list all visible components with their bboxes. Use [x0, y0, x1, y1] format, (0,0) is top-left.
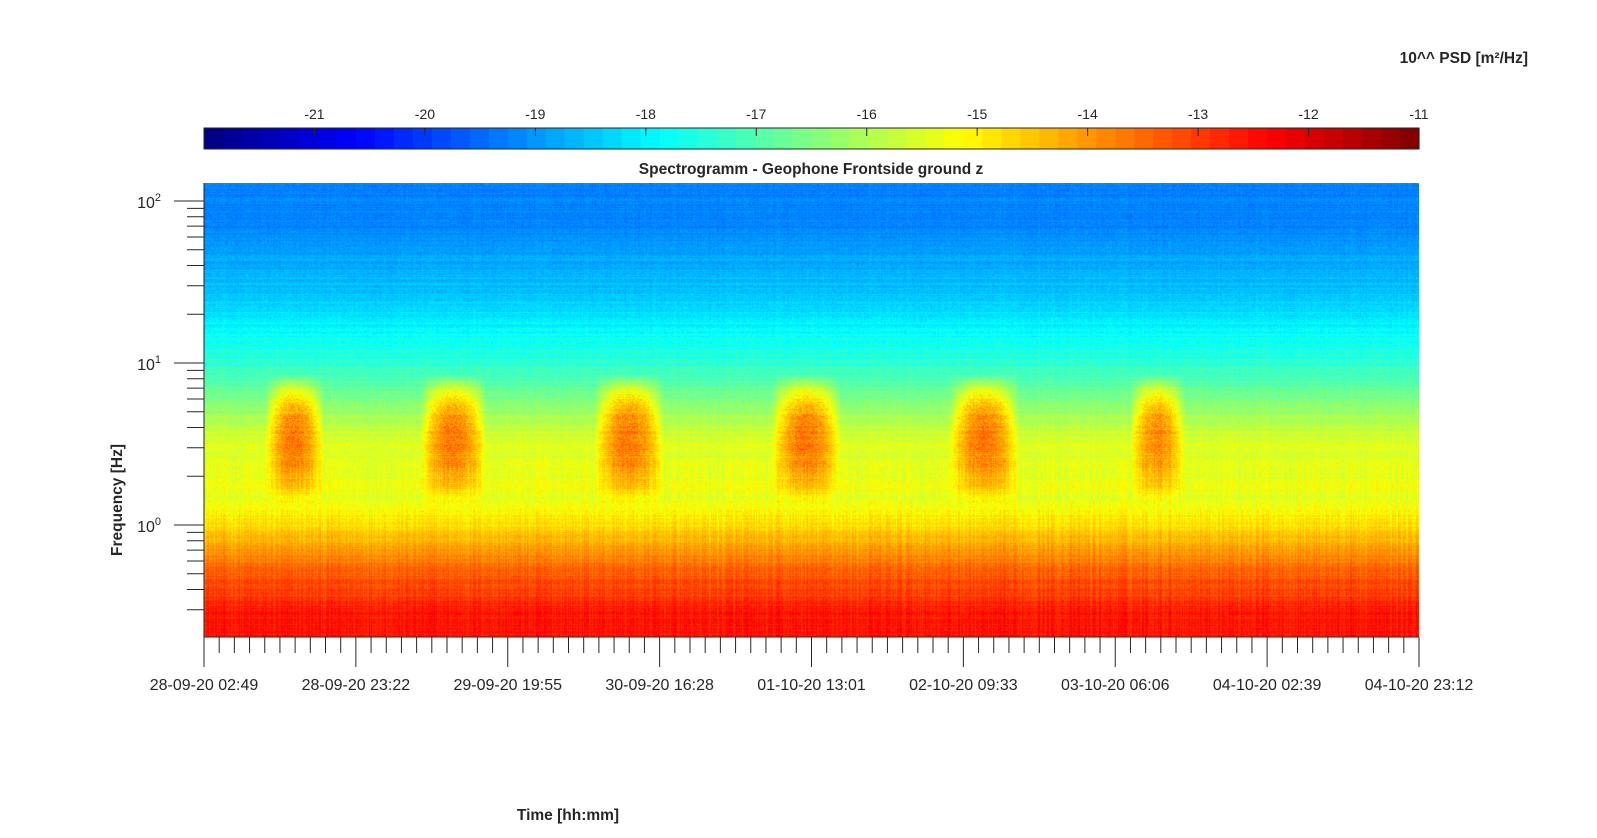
colorbar-swatch: [1248, 128, 1268, 149]
colorbar-swatch: [659, 128, 680, 149]
colorbar-swatch: [1020, 128, 1040, 149]
colorbar-tick-label: -15: [967, 106, 987, 122]
colorbar-tick-label: -12: [1298, 106, 1318, 122]
colorbar-swatch: [583, 128, 604, 149]
colorbar-swatch: [1305, 128, 1325, 149]
colorbar-swatch: [830, 128, 851, 149]
x-tick-label: 28-09-20 23:22: [302, 677, 411, 694]
x-tick-label: 03-10-20 06:06: [1061, 677, 1170, 694]
colorbar-swatch: [640, 128, 661, 149]
colorbar-swatch: [241, 128, 262, 149]
colorbar-swatch: [393, 128, 414, 149]
colorbar-tick-label: -13: [1188, 106, 1208, 122]
colorbar-tick-label: -19: [525, 106, 545, 122]
colorbar-swatch: [1096, 128, 1116, 149]
colorbar-swatch: [1191, 128, 1211, 149]
colorbar-swatch: [1381, 128, 1401, 149]
colorbar-tick-label: -14: [1078, 106, 1098, 122]
x-tick-label: 29-09-20 19:55: [453, 677, 562, 694]
colorbar-swatch: [868, 128, 889, 149]
colorbar-swatch: [526, 128, 547, 149]
colorbar-swatch: [317, 128, 338, 149]
colorbar-swatch: [1267, 128, 1287, 149]
colorbar-swatch: [488, 128, 509, 149]
colorbar-swatch: [450, 128, 471, 149]
y-tick-label: 102: [137, 192, 161, 212]
x-tick-label: 04-10-20 23:12: [1365, 677, 1474, 694]
colorbar-swatch: [1286, 128, 1306, 149]
colorbar-swatch: [260, 128, 281, 149]
y-axis: 100 101 102: [137, 183, 205, 637]
x-tick-label: 30-09-20 16:28: [605, 677, 714, 694]
colorbar-tick-label: -11: [1409, 106, 1428, 122]
y-axis-label: Frequency [Hz]: [109, 444, 126, 556]
colorbar-swatch: [1210, 128, 1230, 149]
colorbar-label: 10^^ PSD [m²/Hz]: [1400, 50, 1528, 67]
colorbar-ticks: -21 -20 -19 -18 -17 -16 -15 -14 -13 -12 -11: [304, 106, 1429, 136]
colorbar-swatch: [697, 128, 718, 149]
colorbar-swatch: [1077, 128, 1097, 149]
colorbar-swatch: [412, 128, 433, 149]
colorbar-swatch: [279, 128, 300, 149]
colorbar: [203, 127, 1420, 150]
colorbar-swatch: [204, 128, 224, 149]
colorbar-swatch: [1001, 128, 1021, 149]
colorbar-swatch: [298, 128, 319, 149]
colorbar-frame: [203, 127, 1420, 150]
chart-title: Spectrogramm - Geophone Frontside ground…: [639, 161, 984, 178]
colorbar-swatch: [716, 128, 737, 149]
colorbar-swatch: [564, 128, 585, 149]
colorbar-swatch: [849, 128, 870, 149]
colorbar-swatch: [811, 128, 832, 149]
colorbar-swatch: [1058, 128, 1078, 149]
colorbar-swatch: [355, 128, 376, 149]
colorbar-swatch: [906, 128, 926, 149]
colorbar-swatch: [431, 128, 452, 149]
colorbar-swatch: [735, 128, 756, 149]
colorbar-tick-label: -21: [304, 106, 324, 122]
colorbar-swatch: [1343, 128, 1363, 149]
colorbar-swatch: [621, 128, 642, 149]
colorbar-swatch: [678, 128, 699, 149]
colorbar-swatch: [1324, 128, 1344, 149]
colorbar-tick-label: -16: [857, 106, 877, 122]
y-tick-label: 100: [137, 516, 161, 536]
colorbar-swatch: [1229, 128, 1249, 149]
colorbar-swatch: [963, 128, 983, 149]
colorbar-tick-label: -18: [636, 106, 656, 122]
colorbar-swatch: [1115, 128, 1135, 149]
colorbar-swatch: [1039, 128, 1059, 149]
colorbar-swatch: [773, 128, 794, 149]
x-tick-label: 01-10-20 13:01: [757, 677, 866, 694]
colorbar-swatch: [545, 128, 566, 149]
colorbar-tick-label: -20: [415, 106, 435, 122]
colorbar-swatch: [1362, 128, 1382, 149]
y-tick-label: 101: [137, 354, 161, 374]
colorbar-swatch: [336, 128, 357, 149]
colorbar-swatch: [1172, 128, 1192, 149]
colorbar-swatch: [222, 128, 243, 149]
colorbar-swatch: [887, 128, 908, 149]
spectrogram-image: [204, 183, 1419, 637]
colorbar-swatch: [1400, 128, 1420, 149]
colorbar-swatch: [469, 128, 490, 149]
colorbar-swatch: [754, 128, 775, 149]
colorbar-swatch: [982, 128, 1002, 149]
colorbar-swatch: [792, 128, 813, 149]
colorbar-swatch: [602, 128, 623, 149]
x-tick-label: 28-09-20 02:49: [150, 677, 259, 694]
x-tick-label: 04-10-20 02:39: [1213, 677, 1322, 694]
colorbar-swatch: [1153, 128, 1173, 149]
colorbar-swatch: [944, 128, 964, 149]
x-tick-label: 02-10-20 09:33: [909, 677, 1018, 694]
colorbar-swatch: [925, 128, 945, 149]
colorbar-swatch: [1134, 128, 1154, 149]
x-axis: 28-09-20 02:49 28-09-20 23:22 29-09-20 19:…: [150, 636, 1474, 694]
colorbar-swatch: [507, 128, 528, 149]
colorbar-tick-label: -17: [746, 106, 766, 122]
x-axis-label: Time [hh:mm]: [517, 807, 619, 824]
colorbar-swatch: [374, 128, 395, 149]
